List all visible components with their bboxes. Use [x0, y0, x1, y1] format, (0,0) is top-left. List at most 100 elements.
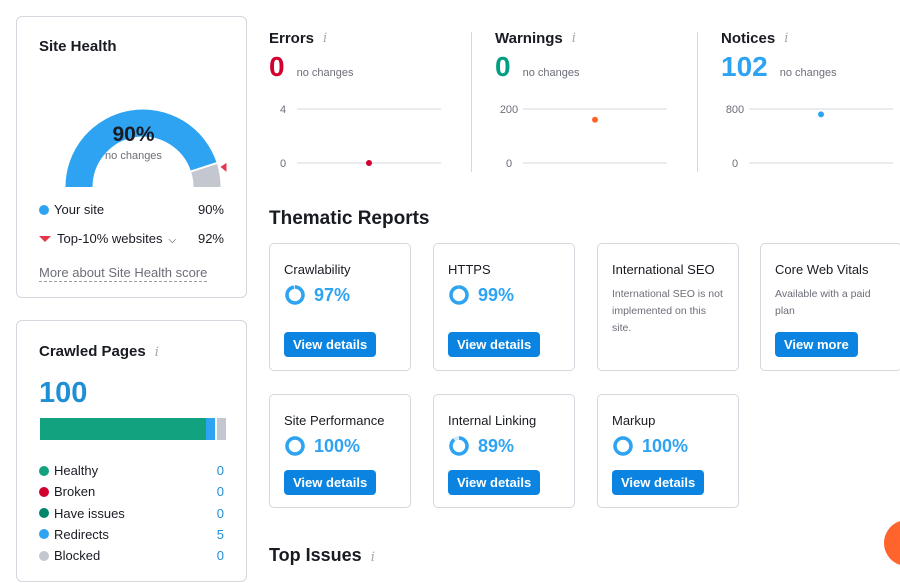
status-dot [39, 529, 49, 540]
site-health-change: no changes [105, 150, 162, 162]
thematic-reports-title: Thematic Reports [269, 208, 430, 229]
legend-label: Your site [54, 202, 105, 217]
metric-value-row: 102 no changes [721, 51, 900, 83]
progress-ring-icon [285, 436, 305, 456]
bar-segment[interactable] [214, 418, 217, 440]
y-tick-label: 4 [280, 104, 286, 116]
status-dot [39, 508, 49, 519]
gauge-fill [65, 109, 217, 187]
info-icon[interactable]: i [784, 31, 789, 46]
report-score-text: 97% [314, 284, 351, 305]
report-title: Crawlability [284, 262, 351, 277]
status-dot [39, 550, 49, 561]
row-value[interactable]: 0 [216, 484, 224, 500]
view-details-button[interactable]: View details [284, 332, 377, 357]
report-score[interactable]: 100% [284, 435, 360, 457]
report-score[interactable]: 100% [612, 435, 688, 457]
metric-value-row: 0 no changes [495, 51, 700, 83]
metric-title-text: Notices [721, 30, 776, 47]
chat-launcher-button[interactable] [884, 520, 900, 566]
crawled-row-blocked: Blocked 0 [39, 548, 224, 563]
report-score[interactable]: 89% [448, 435, 514, 457]
errors-sparkline: 40 [280, 104, 441, 170]
report-card-crawlability: Crawlability 97% View details [269, 243, 411, 371]
site-health-title: Site Health [39, 38, 117, 55]
info-icon[interactable]: i [323, 31, 328, 46]
metric-title: Notices i [721, 30, 900, 47]
metric-title-text: Warnings [495, 30, 563, 47]
metric-change: no changes [522, 67, 580, 79]
top-issues-title: Top Issues i [269, 545, 375, 566]
status-dot [39, 465, 49, 476]
data-point[interactable] [818, 111, 824, 118]
row-label: Have issues [54, 505, 125, 521]
view-details-button[interactable]: View details [284, 470, 377, 495]
report-title: Markup [612, 413, 656, 428]
bar-segment[interactable] [40, 418, 206, 440]
divider [697, 32, 698, 172]
chevron-down-icon[interactable]: ⌵ [168, 235, 177, 246]
report-card-site-performance: Site Performance 100% View details [269, 394, 411, 508]
notices-sparkline: 800 0 [726, 104, 893, 170]
progress-ring-icon [449, 285, 469, 305]
gauge-track [190, 163, 221, 187]
view-details-button[interactable]: View details [448, 332, 541, 357]
metric-value[interactable]: 0 [269, 51, 285, 82]
report-card-https: HTTPS 99% View details [433, 243, 575, 371]
report-title: Internal Linking [448, 413, 537, 428]
crawled-pages-card: Crawled Pages i 100 Healthy 0 Broken 0 Have i… [16, 320, 247, 582]
crawled-row-redirects: Redirects 5 [39, 527, 224, 542]
report-description: International SEO is not implemented on … [612, 288, 723, 334]
info-icon[interactable]: i [370, 550, 375, 565]
crawled-pages-title: Crawled Pages i [39, 343, 159, 360]
report-score-text: 100% [642, 435, 689, 456]
info-icon[interactable]: i [154, 345, 159, 360]
metric-title: Warnings i [495, 30, 700, 47]
row-value[interactable]: 0 [216, 548, 224, 564]
report-description: Available with a paid plan [775, 288, 871, 317]
view-details-button[interactable]: View details [612, 470, 705, 495]
your-site-dot [39, 204, 49, 215]
crawled-pages-bar [40, 418, 226, 440]
report-score[interactable]: 97% [284, 284, 350, 306]
gauge-separator [190, 161, 218, 173]
metric-title-text: Errors [269, 30, 315, 47]
crawled-pages-title-text: Crawled Pages [39, 343, 146, 360]
row-label: Healthy [54, 463, 99, 478]
warnings-metric: Warnings i 0 no changes 200 0 [495, 30, 700, 172]
top-issues-title-text: Top Issues [269, 545, 362, 565]
metric-change: no changes [779, 67, 837, 79]
metric-change: no changes [296, 67, 354, 79]
y-tick-label: 0 [280, 158, 286, 170]
crawled-pages-total[interactable]: 100 [39, 377, 88, 409]
row-value[interactable]: 0 [216, 505, 224, 521]
metric-value[interactable]: 0 [495, 51, 511, 82]
more-about-site-health-link[interactable]: More about Site Health score [39, 265, 208, 282]
y-tick-label: 800 [726, 104, 744, 116]
metric-value[interactable]: 102 [721, 51, 768, 82]
legend-your-site: Your site 90% [39, 202, 224, 217]
data-point[interactable] [592, 116, 598, 123]
progress-ring-icon [285, 285, 305, 305]
bar-segment[interactable] [205, 418, 215, 440]
row-label: Broken [54, 484, 96, 500]
report-score[interactable]: 99% [448, 284, 514, 306]
top10-dropdown[interactable]: Top-10% websites ⌵ [57, 231, 176, 246]
crawled-row-broken: Broken 0 [39, 484, 224, 499]
report-score-text: 100% [314, 435, 361, 456]
info-icon[interactable]: i [571, 31, 576, 46]
y-tick-label: 200 [500, 104, 518, 116]
notices-metric: Notices i 102 no changes 800 0 [721, 30, 900, 172]
metric-value-row: 0 no changes [269, 51, 474, 83]
data-point[interactable] [366, 160, 372, 166]
view-details-button[interactable]: View details [448, 470, 541, 495]
row-label: Blocked [54, 548, 101, 564]
view-more-button[interactable]: View more [775, 332, 858, 357]
row-value[interactable]: 0 [216, 463, 224, 478]
status-dot [39, 486, 49, 497]
row-value[interactable]: 5 [216, 526, 224, 542]
report-card-markup: Markup 100% View details [597, 394, 739, 508]
bar-segment[interactable] [216, 418, 226, 440]
